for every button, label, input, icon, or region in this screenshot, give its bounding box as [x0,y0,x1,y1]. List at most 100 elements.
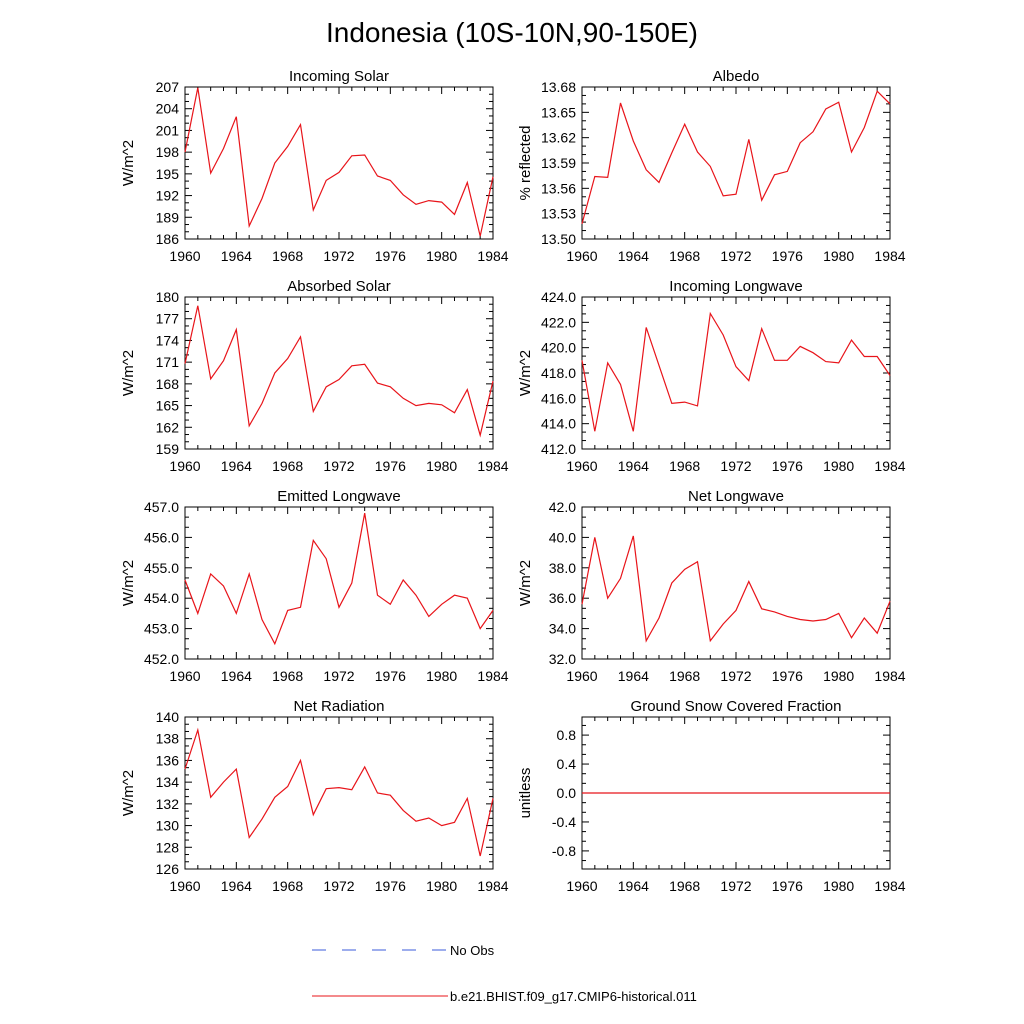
x-tick-label: 1964 [221,878,252,894]
y-tick-label: 457.0 [144,499,179,515]
y-tick-label: 204 [156,101,180,117]
y-tick-label: 412.0 [541,441,576,457]
x-tick-label: 1960 [169,668,200,684]
y-tick-label: 34.0 [549,621,576,637]
y-tick-label: 198 [156,144,180,160]
series-line [581,311,891,432]
x-tick-label: 1980 [426,878,457,894]
y-tick-label: 40.0 [549,529,576,545]
x-tick-label: 1968 [669,668,700,684]
plot-frame [581,296,891,450]
plot-frame [184,506,494,660]
x-tick-label: 1972 [323,878,354,894]
x-tick-label: 1976 [375,878,406,894]
x-tick-label: 1972 [323,248,354,264]
x-tick-label: 1964 [618,668,649,684]
y-tick-label: 162 [156,419,180,435]
y-tick-label: 32.0 [549,651,576,667]
y-tick-label: 416.0 [541,390,576,406]
legend-label-no-obs: No Obs [450,943,495,958]
panel-2: Absorbed Solar W/m^2 1960 1964 1968 1972 1976 1… [120,278,509,474]
x-tick-label: 1968 [272,458,303,474]
x-tick-label: 1984 [477,878,508,894]
y-tick-label: 424.0 [541,289,576,305]
x-tick-label: 1976 [772,668,803,684]
y-axis-label: W/m^2 [120,770,137,816]
plot-frame [581,506,891,660]
x-tick-label: 1976 [772,458,803,474]
x-tick-label: 1964 [221,668,252,684]
y-tick-label: 165 [156,398,180,414]
legend-label-model: b.e21.BHIST.f09_g17.CMIP6-historical.011 [450,989,697,1004]
y-tick-label: 180 [156,289,180,305]
x-tick-label: 1960 [566,248,597,264]
y-tick-label: 455.0 [144,560,179,576]
x-tick-label: 1976 [375,458,406,474]
y-tick-label: 456.0 [144,529,179,545]
series-line [184,87,494,237]
x-tick-label: 1968 [669,248,700,264]
plot-frame [184,86,494,240]
panel-title: Incoming Longwave [669,278,802,295]
y-tick-label: 136 [156,752,180,768]
x-tick-label: 1972 [720,668,751,684]
y-tick-label: 454.0 [144,590,179,606]
series-line [184,512,494,646]
x-tick-label: 1972 [323,668,354,684]
x-tick-label: 1972 [720,458,751,474]
x-tick-label: 1960 [566,458,597,474]
panel-1: Albedo % reflected 1960 1964 1968 1972 1976 198… [517,68,906,264]
x-tick-label: 1980 [823,878,854,894]
x-tick-label: 1976 [772,878,803,894]
y-axis-label: unitless [517,768,534,819]
series-line [184,305,494,438]
y-tick-label: 168 [156,376,180,392]
plot-frame [184,716,494,870]
y-tick-label: 452.0 [144,651,179,667]
y-tick-label: 13.56 [541,180,576,196]
y-axis-label: W/m^2 [120,560,137,606]
y-tick-label: 0.4 [557,756,577,772]
panel-5: Net Longwave W/m^2 1960 1964 1968 1972 1976 198… [517,488,906,684]
y-tick-label: 420.0 [541,340,576,356]
y-tick-label: 13.68 [541,79,576,95]
x-tick-label: 1972 [720,878,751,894]
y-tick-label: 414.0 [541,416,576,432]
x-tick-label: 1976 [375,668,406,684]
y-tick-label: 132 [156,796,180,812]
y-tick-label: 13.65 [541,104,576,120]
y-tick-label: 38.0 [549,560,576,576]
y-tick-label: 186 [156,231,180,247]
y-tick-label: 36.0 [549,590,576,606]
y-tick-label: 189 [156,209,180,225]
panel-grid: Incoming Solar W/m^2 1960 1964 1968 1972 1976 1… [120,68,906,894]
plot-frame [581,86,891,240]
x-tick-label: 1980 [426,248,457,264]
y-tick-label: 126 [156,861,180,877]
x-tick-label: 1960 [566,668,597,684]
plot-frame [184,296,494,450]
y-tick-label: 0.0 [557,785,577,801]
y-tick-label: 192 [156,188,180,204]
x-tick-label: 1984 [874,878,905,894]
panel-7: Ground Snow Covered Fraction unitless 1960… [517,698,906,894]
x-tick-label: 1984 [477,668,508,684]
y-tick-label: 207 [156,79,180,95]
legend: No Obs b.e21.BHIST.f09_g17.CMIP6-histori… [312,943,697,1004]
y-tick-label: 130 [156,818,180,834]
panel-0: Incoming Solar W/m^2 1960 1964 1968 1972 1976 1… [120,68,509,264]
y-tick-label: 134 [156,774,180,790]
y-tick-label: 13.59 [541,155,576,171]
x-tick-label: 1960 [169,248,200,264]
x-tick-label: 1960 [169,458,200,474]
x-tick-label: 1968 [272,668,303,684]
y-tick-label: 422.0 [541,314,576,330]
panel-6: Net Radiation W/m^2 1960 1964 1968 1972 1976 19… [120,698,509,894]
panel-title: Incoming Solar [289,68,389,85]
x-tick-label: 1984 [477,458,508,474]
x-tick-label: 1980 [426,458,457,474]
x-tick-label: 1964 [221,458,252,474]
panel-title: Net Longwave [688,488,784,505]
y-tick-label: 0.8 [557,727,577,743]
x-tick-label: 1976 [375,248,406,264]
